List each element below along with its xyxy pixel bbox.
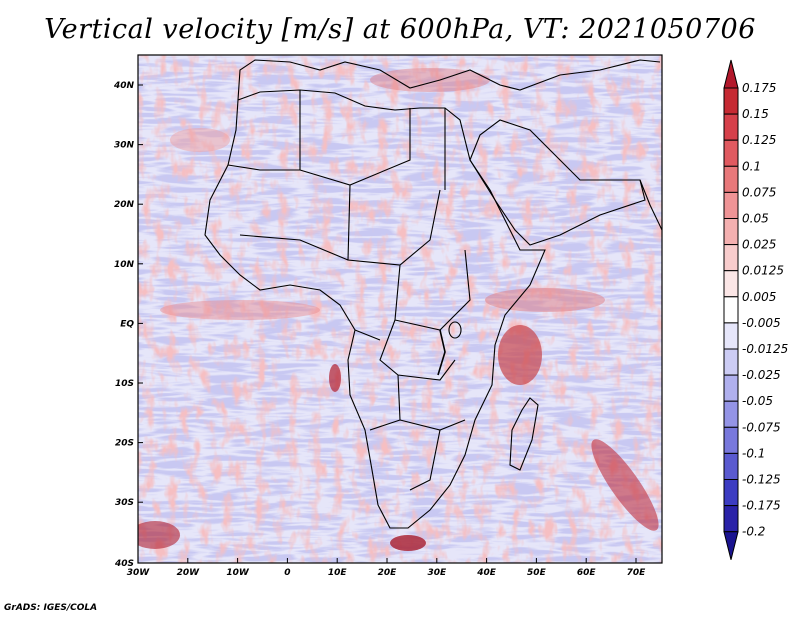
lat-label: EQ bbox=[120, 319, 134, 329]
colorbar-label: -0.0125 bbox=[742, 342, 788, 356]
colorbar-label: -0.125 bbox=[742, 473, 781, 487]
colorbar-swatch bbox=[723, 165, 739, 193]
colorbar-arrow-bottom bbox=[723, 531, 739, 560]
colorbar-label: 0.005 bbox=[742, 290, 776, 304]
lat-label: 10S bbox=[115, 379, 134, 389]
colorbar-label: -0.175 bbox=[742, 499, 781, 513]
chart-title: Vertical velocity [m/s] at 600hPa, VT: 2… bbox=[44, 14, 756, 45]
lon-label: 20W bbox=[177, 568, 201, 578]
plot-frame bbox=[137, 54, 663, 564]
lat-label: 30S bbox=[115, 498, 134, 508]
colorbar-label: -0.2 bbox=[742, 525, 765, 539]
colorbar: 0.175 0.15 0.125 0.1 0.075 0.05 0.025 0.0125 0.0… bbox=[723, 59, 788, 560]
footer-credit: GrADS: IGES/COLA bbox=[4, 603, 98, 613]
colorbar-label: 0.1 bbox=[742, 159, 761, 173]
colorbar-swatch bbox=[723, 348, 739, 376]
colorbar-swatch bbox=[723, 139, 739, 167]
colorbar-label: 0.15 bbox=[742, 107, 769, 121]
colorbar-swatch bbox=[723, 244, 739, 272]
colorbar-swatch bbox=[723, 374, 739, 402]
lon-label: 10E bbox=[328, 568, 348, 578]
colorbar-arrow-top bbox=[723, 59, 739, 89]
colorbar-swatch bbox=[723, 113, 739, 141]
colorbar-swatch bbox=[723, 505, 739, 533]
lon-label: 40E bbox=[476, 568, 497, 578]
colorbar-swatch bbox=[723, 218, 739, 246]
colorbar-swatch bbox=[723, 191, 739, 219]
colorbar-label: -0.1 bbox=[742, 446, 765, 460]
colorbar-swatch bbox=[723, 479, 739, 507]
colorbar-label: 0.175 bbox=[742, 81, 776, 95]
velocity-field bbox=[138, 55, 662, 563]
lon-label: 70E bbox=[627, 568, 647, 578]
lon-label: 30E bbox=[427, 568, 447, 578]
colorbar-label: 0.0125 bbox=[742, 264, 784, 278]
colorbar-label: -0.05 bbox=[742, 394, 773, 408]
lat-label: 20S bbox=[115, 439, 134, 449]
colorbar-swatch bbox=[723, 322, 739, 350]
colorbar-label: -0.075 bbox=[742, 420, 781, 434]
lon-label: 20E bbox=[378, 568, 398, 578]
lat-label: 40S bbox=[114, 559, 134, 569]
colorbar-label: 0.075 bbox=[742, 185, 776, 199]
colorbar-swatch bbox=[723, 426, 739, 454]
lon-label: 0 bbox=[284, 568, 290, 578]
lon-label: 60E bbox=[577, 568, 597, 578]
latitude-axis: 40N 30N 20N 10N EQ 10S 20S 30S 40S bbox=[113, 81, 143, 569]
lon-label: 30W bbox=[127, 568, 151, 578]
lat-label: 10N bbox=[114, 260, 135, 270]
lon-label: 50E bbox=[527, 568, 547, 578]
lat-label: 40N bbox=[113, 81, 135, 91]
lat-label: 20N bbox=[114, 200, 135, 210]
colorbar-swatch bbox=[723, 270, 739, 298]
colorbar-swatch bbox=[723, 452, 739, 480]
colorbar-label: 0.05 bbox=[742, 212, 769, 226]
colorbar-label: 0.025 bbox=[742, 238, 776, 252]
lon-label: 10W bbox=[226, 568, 250, 578]
colorbar-label: -0.025 bbox=[742, 368, 781, 382]
coastlines bbox=[204, 59, 662, 529]
longitude-axis: 30W 20W 10W 0 10E 20E 30E 40E 50E 60E 70E bbox=[127, 558, 646, 578]
colorbar-swatch bbox=[723, 87, 739, 115]
colorbar-label: 0.125 bbox=[742, 133, 776, 147]
colorbar-swatch bbox=[723, 400, 739, 428]
colorbar-swatch bbox=[723, 296, 739, 324]
colorbar-label: -0.005 bbox=[742, 316, 781, 330]
lat-label: 30N bbox=[114, 141, 135, 151]
